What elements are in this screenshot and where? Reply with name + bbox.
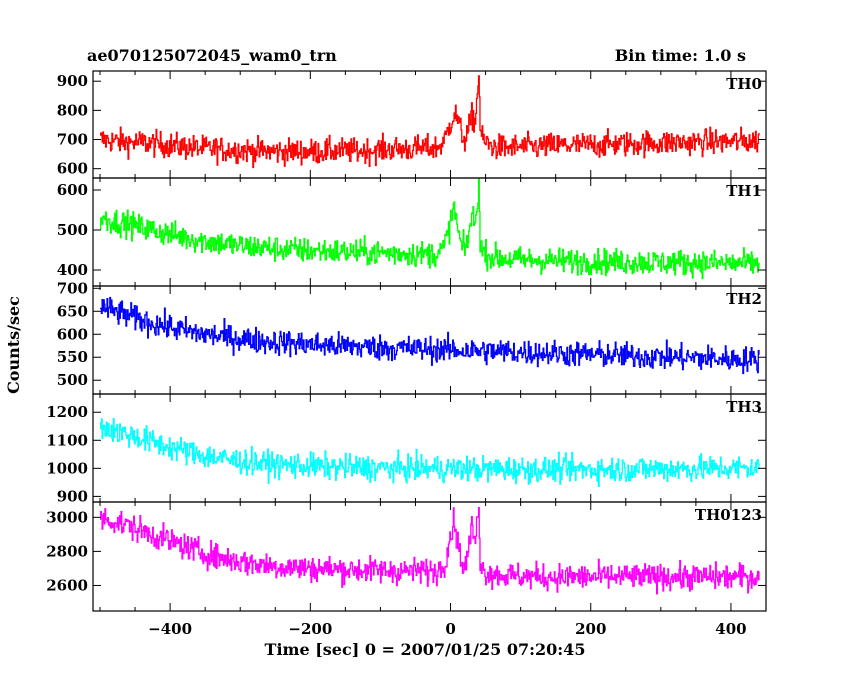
panel-frame-th0 [92, 70, 767, 179]
y-tick-label: 900 [57, 487, 88, 505]
y-tick-label: 500 [57, 221, 88, 239]
chart-title: ae070125072045_wam0_trn [87, 46, 337, 65]
y-axis-label: Counts/sec [4, 296, 23, 394]
panel-label-th0123: TH0123 [695, 506, 762, 524]
y-tick-label: 1200 [46, 403, 88, 421]
x-axis-label: Time [sec] 0 = 2007/01/25 07:20:45 [265, 640, 586, 659]
x-tick-label: −400 [148, 620, 192, 638]
series-th0123-line [100, 506, 760, 595]
y-tick-label: 900 [57, 72, 88, 90]
y-tick-label: 600 [57, 325, 88, 343]
y-tick-label: 600 [57, 160, 88, 178]
y-tick-label: 600 [57, 181, 88, 199]
x-tick-label: 400 [715, 620, 746, 638]
y-tick-label: 500 [57, 371, 88, 389]
y-tick-label: 700 [57, 131, 88, 149]
y-tick-label: 700 [57, 279, 88, 297]
panel-label-th3: TH3 [726, 398, 762, 416]
panel-label-th0: TH0 [726, 75, 762, 93]
y-tick-label: 550 [57, 348, 88, 366]
panel-frame-th2 [92, 285, 767, 395]
y-tick-label: 2800 [46, 542, 88, 560]
panel-label-th1: TH1 [726, 182, 762, 200]
y-tick-label: 650 [57, 302, 88, 320]
x-tick-label: 0 [445, 620, 455, 638]
series-th1-line [100, 178, 760, 280]
series-th2-line [100, 296, 760, 375]
y-tick-label: 400 [57, 261, 88, 279]
y-tick-label: 2600 [46, 576, 88, 594]
x-tick-label: −200 [288, 620, 332, 638]
y-tick-label: 1100 [46, 431, 88, 449]
panel-label-th2: TH2 [726, 290, 762, 308]
bin-time-label: Bin time: 1.0 s [615, 46, 746, 65]
y-tick-label: 3000 [46, 508, 88, 526]
x-tick-label: 200 [575, 620, 606, 638]
series-th0-line [100, 75, 760, 169]
panel-frame-th0123 [92, 501, 767, 612]
series-th3-line [100, 417, 760, 487]
y-tick-label: 800 [57, 101, 88, 119]
y-tick-label: 1000 [46, 459, 88, 477]
panels-group: TH0 600 700 800 900 TH1 400 500 600 TH2 500 550 600 6… [46, 70, 767, 638]
